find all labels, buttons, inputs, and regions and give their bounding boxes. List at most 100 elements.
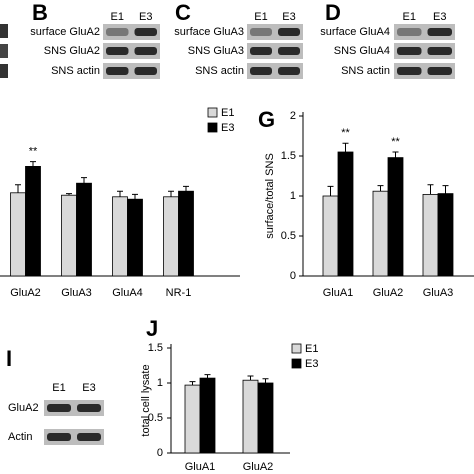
bar [178,190,194,277]
y-tick-label: 0 [290,270,296,282]
y-tick-label: 1 [157,377,163,389]
bar [322,195,339,277]
error-bar [247,375,254,381]
panel-letter: I [6,346,12,371]
bar [76,182,92,277]
y-tick-label: 0.5 [281,230,296,242]
lane-label: E3 [282,11,295,23]
blot-band [427,28,452,36]
bar [25,165,41,277]
bar [184,384,201,454]
y-axis-label: surface/total SNS [264,153,276,239]
row-label: SNS GluA4 [334,45,390,57]
blot-band [106,47,129,55]
blot-band [47,404,71,412]
lane-label: E3 [82,382,95,394]
blot-band [47,433,71,441]
legend-swatch [207,107,218,118]
bar [372,190,389,277]
row-label: surface GluA4 [320,26,390,38]
x-tick-label: GluA3 [61,287,92,299]
row-label: SNS actin [341,65,390,77]
row-label: Actin [8,431,32,443]
significance-mark: ** [29,146,38,158]
y-axis-label: total cell lysate [140,364,152,436]
legend-label: E1 [221,107,234,119]
legend-label: E3 [305,358,318,370]
bar [10,192,26,277]
error-bar [189,381,196,386]
row-label: SNS actin [195,65,244,77]
blot-band [397,28,422,36]
bar [242,379,259,454]
blot-band [77,433,101,441]
error-bar [66,193,72,196]
blot-band [106,28,129,36]
error-bar [183,185,189,192]
blot-band [134,47,157,55]
significance-mark: ** [391,136,400,148]
blot-band [427,67,452,75]
x-tick-label: GluA1 [185,461,216,473]
error-bar [427,184,434,195]
error-bar [15,184,21,193]
lane-label: E1 [254,11,267,23]
bar [127,198,143,277]
panel-letter: J [146,316,158,341]
error-bar [30,161,36,167]
legend-label: E1 [305,343,318,355]
x-tick-label: GluA1 [323,287,354,299]
row-label: SNS actin [51,65,100,77]
bar [387,157,404,277]
y-tick-label: 2 [290,110,296,122]
bar [199,377,216,454]
error-bar [327,185,334,196]
blot-band [427,47,452,55]
lane-label: E1 [111,11,124,23]
x-tick-label: NR-1 [166,287,192,299]
significance-mark: ** [341,127,350,139]
blot-band [278,47,300,55]
bar [257,382,274,454]
legend-swatch [291,343,302,354]
panel-letter: B [32,0,48,25]
error-bar [168,190,174,197]
y-tick-label: 1.5 [148,342,163,354]
bar [437,193,454,277]
row-label: GluA2 [8,402,39,414]
blot-band [134,67,157,75]
legend-swatch [291,358,302,369]
error-bar [377,185,384,192]
lane-label: E3 [433,11,446,23]
error-bar [204,374,211,379]
panel-letter: G [258,107,275,132]
lane-label: E1 [52,382,65,394]
blot-band [106,67,129,75]
row-label: SNS GluA2 [44,45,100,57]
y-tick-label: 1.5 [281,150,296,162]
blot-band [397,67,422,75]
panel-letter: D [325,0,341,25]
blot-band [77,404,101,412]
panel-letter: C [175,0,191,25]
y-tick-label: 0 [157,447,163,459]
x-tick-label: GluA2 [373,287,404,299]
error-bar [132,193,138,200]
blot-band [278,28,300,36]
blot-band [278,67,300,75]
blot-band [250,47,272,55]
row-label: surface GluA2 [30,26,100,38]
x-tick-label: GluA4 [112,287,143,299]
legend-label: E3 [221,122,234,134]
y-tick-label: 0.5 [148,412,163,424]
bar [422,193,439,277]
y-tick-label: 1 [290,190,296,202]
x-tick-label: GluA2 [10,287,41,299]
error-bar [81,177,87,184]
row-label: SNS GluA3 [188,45,244,57]
error-bar [262,378,269,383]
error-bar [117,190,123,197]
blot-fragment [0,24,8,38]
row-label: surface GluA3 [174,26,244,38]
